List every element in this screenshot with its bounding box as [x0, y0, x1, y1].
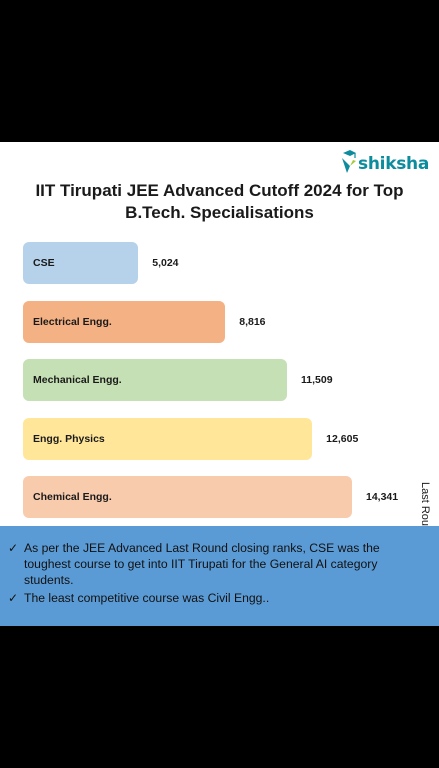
graduate-cap-icon: [342, 150, 357, 173]
check-icon: ✓: [8, 591, 19, 605]
note-item: ✓ As per the JEE Advanced Last Round clo…: [8, 540, 425, 588]
bar: Mechanical Engg.: [23, 359, 288, 401]
data-label: 11,509: [301, 374, 333, 386]
bar-category-label: Mechanical Engg.: [33, 374, 122, 386]
data-label: 14,341: [366, 491, 399, 503]
notes-panel: ✓ As per the JEE Advanced Last Round clo…: [0, 526, 439, 626]
bar-category-label: Electrical Engg.: [33, 315, 112, 328]
note-item: ✓ The least competitive course was Civil…: [8, 590, 425, 606]
chart-card: shiksha IIT Tirupati JEE Advanced Cutoff…: [0, 142, 439, 570]
bar: Engg. Physics: [23, 417, 313, 460]
bar-category-label: Engg. Physics: [33, 432, 105, 445]
check-icon: ✓: [8, 541, 19, 555]
shiksha-logo: shiksha: [341, 146, 429, 174]
bar-category-label: Chemical Engg.: [33, 491, 112, 503]
brand-name: shiksha: [358, 154, 429, 174]
bar: Chemical Engg.: [23, 476, 352, 518]
bar-chart: CSE 5,024 Electrical Engg. 8,816 Mechanical …: [0, 142, 439, 526]
chart-title: IIT Tirupati JEE Advanced Cutoff 2024 fo…: [35, 181, 404, 222]
note-text: The least competitive course was Civil E…: [24, 591, 270, 605]
data-label: 8,816: [239, 315, 266, 328]
bar: CSE: [23, 242, 139, 284]
data-label: 5,024: [152, 257, 179, 269]
bar-category-label: CSE: [33, 257, 55, 269]
data-label: 12,605: [326, 432, 359, 445]
bar: Electrical Engg.: [23, 300, 226, 343]
note-text: As per the JEE Advanced Last Round closi…: [24, 541, 380, 587]
